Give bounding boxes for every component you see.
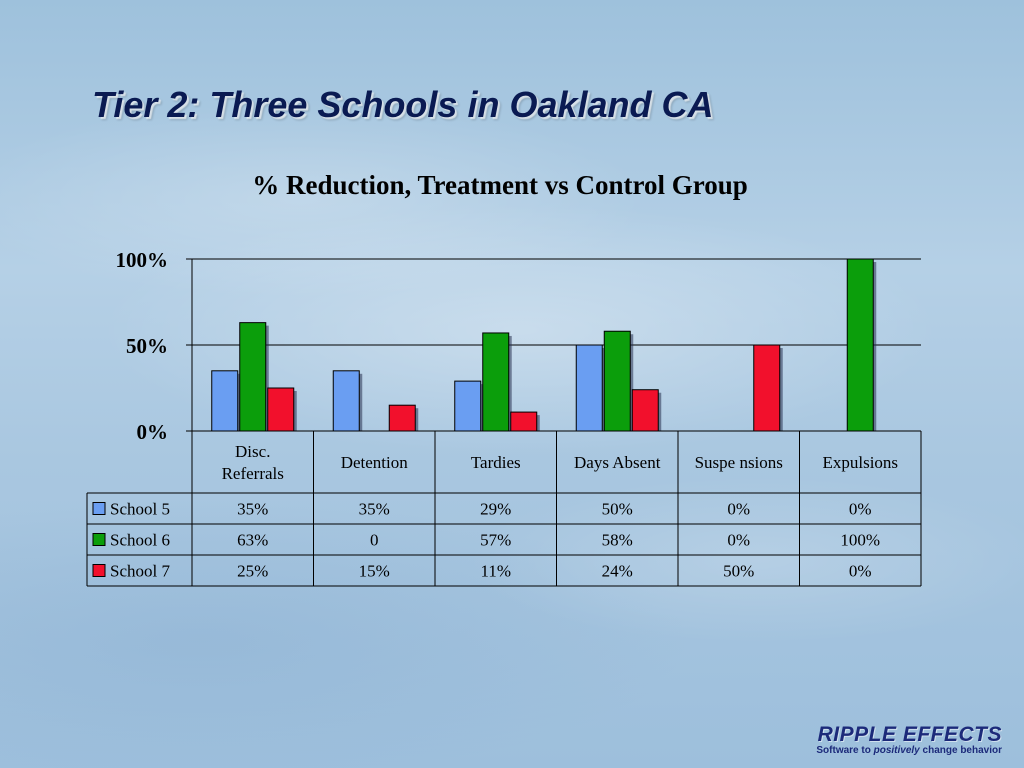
slide-title: Tier 2: Three Schools in Oakland CA xyxy=(92,84,714,125)
logo-tagline-em: positively xyxy=(873,745,920,756)
data-label: 0% xyxy=(727,500,750,519)
bar xyxy=(267,387,295,432)
data-label: 15% xyxy=(359,562,390,581)
bar xyxy=(332,370,360,432)
data-label: 0% xyxy=(849,562,872,581)
bar xyxy=(753,344,781,432)
bar xyxy=(631,389,659,432)
data-label: 29% xyxy=(480,500,511,519)
chart-title: % Reduction, Treatment vs Control Group xyxy=(252,170,748,200)
bar xyxy=(239,322,267,432)
y-tick-label: 100% xyxy=(116,248,169,272)
bar xyxy=(510,411,538,432)
legend-swatch xyxy=(92,564,106,577)
legend-swatch xyxy=(92,502,106,515)
data-label: 50% xyxy=(723,562,754,581)
data-label: 0 xyxy=(370,531,379,550)
legend-swatch xyxy=(92,533,106,546)
data-label: 58% xyxy=(602,531,633,550)
data-label: 11% xyxy=(480,562,511,581)
logo-tagline: Software to positively change behavior xyxy=(816,745,1002,756)
data-label: 63% xyxy=(237,531,268,550)
data-label: 50% xyxy=(602,500,633,519)
data-label: 35% xyxy=(359,500,390,519)
y-tick-labels: 0% 50% 100% xyxy=(116,248,192,444)
category-label: Expulsions xyxy=(822,453,898,472)
data-label: 100% xyxy=(840,531,880,550)
legend-label: School 7 xyxy=(110,562,170,581)
data-label: 25% xyxy=(237,562,268,581)
logo-tagline-post: change behavior xyxy=(919,745,1002,756)
bar xyxy=(575,344,603,432)
legend-label: School 5 xyxy=(110,500,170,519)
data-label: 57% xyxy=(480,531,511,550)
logo-tagline-pre: Software to xyxy=(816,745,874,756)
y-tick-label: 0% xyxy=(137,420,169,444)
category-label: Referrals xyxy=(222,464,284,483)
legend-label: School 6 xyxy=(110,531,170,550)
bar xyxy=(846,258,874,432)
category-label: Detention xyxy=(341,453,409,472)
category-label: Days Absent xyxy=(574,453,661,472)
data-label: 0% xyxy=(849,500,872,519)
data-table: Disc. Referrals Detention Tardies Days Absen… xyxy=(86,430,922,587)
data-label: 24% xyxy=(602,562,633,581)
category-label: Suspe nsions xyxy=(695,453,783,472)
ripple-effects-logo: RIPPLE EFFECTS Software to positively ch… xyxy=(816,723,1002,756)
bar xyxy=(603,330,631,432)
data-label: 35% xyxy=(237,500,268,519)
data-label: 0% xyxy=(727,531,750,550)
bar xyxy=(211,370,239,432)
logo-name: RIPPLE EFFECTS xyxy=(817,723,1002,746)
bars xyxy=(211,258,877,432)
bar xyxy=(482,332,510,432)
category-label: Tardies xyxy=(471,453,521,472)
y-tick-label: 50% xyxy=(126,334,168,358)
bar xyxy=(454,380,482,432)
category-label: Disc. xyxy=(235,442,270,461)
gridlines xyxy=(191,258,921,431)
bar xyxy=(388,404,416,432)
